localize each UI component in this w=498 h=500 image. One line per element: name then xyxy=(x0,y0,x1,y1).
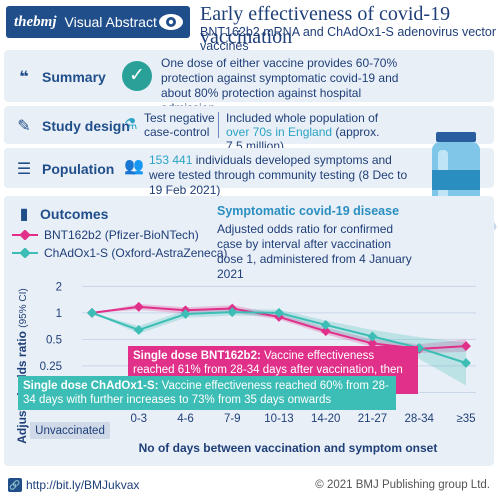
clipboard-icon: ✎ xyxy=(17,118,31,135)
footer: 🔗 http://bit.ly/BMJukvax © 2021 BMJ Publ… xyxy=(0,476,498,500)
data-point-astra xyxy=(180,309,191,319)
legend-item-astra: ChAdOx1-S (Oxford-AstraZeneca) xyxy=(12,244,227,262)
x-tick-label: Unvaccinated xyxy=(35,425,105,437)
chart-plot: 210.50.250.125Unvaccinated0-34-67-910-13… xyxy=(15,281,476,455)
outcomes-heading: ▮ Outcomes xyxy=(14,204,109,224)
x-tick-label: 10-13 xyxy=(264,413,293,425)
summary-heading: ❝ Summary xyxy=(14,67,106,87)
outcomes-panel: ▮ Outcomes BNT162b2 (Pfizer-BioNTech) Ch… xyxy=(4,196,494,466)
study-design-panel: ✎ Study design ⚗ Test negative case-cont… xyxy=(4,106,494,153)
x-tick-label: 21-27 xyxy=(358,413,387,425)
y-tick-label: 2 xyxy=(56,281,62,293)
data-point-pfizer xyxy=(320,326,331,337)
x-tick-label: 7-9 xyxy=(224,413,241,425)
legend-swatch-pfizer xyxy=(12,230,38,240)
data-point-astra xyxy=(227,307,238,318)
x-tick-label: 0-3 xyxy=(130,413,147,425)
chart-legend: BNT162b2 (Pfizer-BioNTech) ChAdOx1-S (Ox… xyxy=(12,226,227,262)
check-icon: ✓ xyxy=(122,61,152,91)
copyright: © 2021 BMJ Publishing group Ltd. xyxy=(315,479,490,491)
population-count: 153 441 xyxy=(149,153,193,167)
bmj-logo: thebmj xyxy=(14,13,57,30)
short-link[interactable]: 🔗 http://bit.ly/BMJukvax xyxy=(8,478,140,492)
page-subtitle: BNT162b2 mRNA and ChAdOx1-S adenovirus v… xyxy=(200,25,496,53)
y-tick-label: 1 xyxy=(56,308,62,320)
legend-item-pfizer: BNT162b2 (Pfizer-BioNTech) xyxy=(12,226,227,244)
eye-icon xyxy=(159,14,183,30)
population-panel: ☰ Population 👥 153 441 individuals devel… xyxy=(4,148,494,197)
x-tick-label: ≥35 xyxy=(456,413,475,425)
y-axis-label: Adjusted odds ratio (95% CI) xyxy=(15,288,29,443)
data-point-astra xyxy=(274,307,284,318)
legend-swatch-astra xyxy=(12,248,38,258)
x-axis-label: No of days between vaccination and sympt… xyxy=(139,441,438,455)
summary-panel: ❝ Summary ✓ One dose of either vaccine p… xyxy=(4,50,494,115)
page-title: Early effectiveness of covid-19 vaccinat… xyxy=(200,3,451,48)
data-point-pfizer xyxy=(461,341,471,352)
bmj-badge: thebmj Visual Abstract xyxy=(6,6,190,38)
badge-label: Visual Abstract xyxy=(64,14,157,30)
study-design-heading: ✎ Study design xyxy=(14,116,130,136)
included-highlight: over 70s in England xyxy=(226,125,333,139)
bar-chart-icon: ▮ xyxy=(19,206,29,223)
x-tick-label: 4-6 xyxy=(177,413,194,425)
header: thebmj Visual Abstract Early effectivene… xyxy=(0,0,498,53)
chart-heading: Symptomatic covid-19 disease xyxy=(217,204,400,218)
chart-description: Adjusted odds ratio for confirmed case b… xyxy=(217,222,412,281)
link-icon: 🔗 xyxy=(8,478,22,492)
data-point-pfizer xyxy=(133,301,144,312)
flask-icon: ⚗ xyxy=(124,116,138,133)
population-heading: ☰ Population xyxy=(14,159,115,179)
legend-label-astra: ChAdOx1-S (Oxford-AstraZeneca) xyxy=(44,246,228,260)
people-icon: 👥 xyxy=(124,158,144,175)
y-tick-label: 0.5 xyxy=(46,334,62,346)
data-point-astra xyxy=(133,325,144,335)
quote-icon: ❝ xyxy=(19,69,29,86)
data-point-astra xyxy=(87,307,97,318)
legend-label-pfizer: BNT162b2 (Pfizer-BioNTech) xyxy=(44,228,199,242)
x-tick-box xyxy=(30,422,110,439)
divider xyxy=(218,112,219,138)
callout-astra: Single dose ChAdOx1-S: Vaccine effective… xyxy=(18,376,396,410)
x-tick-label: 28-34 xyxy=(405,413,435,425)
list-icon: ☰ xyxy=(16,161,32,178)
population-text: 153 441 individuals developed symptoms a… xyxy=(149,153,408,197)
included-text: Included whole population of over 70s in… xyxy=(226,111,380,153)
y-tick-label: 0.25 xyxy=(40,361,62,373)
design-text: Test negative case-control xyxy=(144,111,215,139)
x-tick-label: 14-20 xyxy=(311,413,340,425)
